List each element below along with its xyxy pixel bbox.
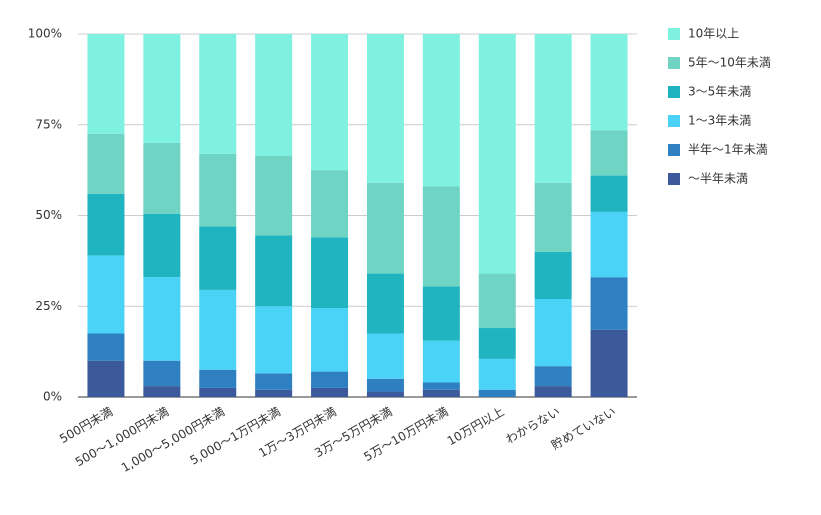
bar-segment xyxy=(422,34,460,187)
legend-swatch xyxy=(668,144,680,156)
bar-segment xyxy=(590,175,628,212)
bar-segment xyxy=(534,386,572,397)
bar-segment xyxy=(366,34,404,183)
bar-segment xyxy=(199,289,237,370)
bar-segment xyxy=(199,387,237,397)
bar-segment xyxy=(366,391,404,397)
x-tick-label: 10万円以上 xyxy=(445,405,507,449)
x-tick-label: 500～1,000円未満 xyxy=(73,405,171,470)
bar-segment xyxy=(590,277,628,330)
legend-swatch xyxy=(668,173,680,185)
bar-segment xyxy=(143,277,181,361)
y-tick-label: 50% xyxy=(35,208,62,222)
bar-segment xyxy=(590,34,628,131)
bar-segment xyxy=(534,34,572,183)
bar-segment xyxy=(255,235,293,307)
bar-segment xyxy=(534,182,572,252)
bar-segment xyxy=(422,340,460,383)
bar-segment xyxy=(422,389,460,397)
bar-segment xyxy=(199,226,237,290)
bar-segment xyxy=(366,378,404,392)
legend-label: 5年～10年未満 xyxy=(688,56,771,70)
bar-segment xyxy=(311,371,349,388)
bar-segment xyxy=(87,193,125,256)
bar-segment xyxy=(255,34,293,156)
legend-label: ～半年未満 xyxy=(688,172,748,186)
bar-segment xyxy=(590,130,628,176)
bar-segment xyxy=(311,34,349,171)
bar-segment xyxy=(199,153,237,227)
bar-segment xyxy=(478,34,516,274)
bar-segment xyxy=(366,333,404,379)
bar-segment xyxy=(478,389,516,397)
bar-segment xyxy=(255,306,293,374)
y-tick-label: 25% xyxy=(35,299,62,313)
bar-segment xyxy=(534,298,572,367)
bar-segment xyxy=(311,237,349,309)
bar-segment xyxy=(199,369,237,388)
legend-swatch xyxy=(668,28,680,40)
y-tick-label: 0% xyxy=(43,390,62,404)
bar-segment xyxy=(422,382,460,390)
legend-swatch xyxy=(668,57,680,69)
bar-segment xyxy=(87,255,125,334)
bar-segment xyxy=(87,34,125,134)
bar-segment xyxy=(366,182,404,274)
bar-segment xyxy=(255,389,293,397)
bar-segment xyxy=(143,34,181,143)
legend-label: 3～5年未満 xyxy=(688,85,751,99)
legend-label: 10年以上 xyxy=(688,27,739,41)
bar-segment xyxy=(87,133,125,194)
bar-segment xyxy=(478,328,516,359)
bar-segment xyxy=(143,213,181,278)
bar-segment xyxy=(311,387,349,397)
legend-label: 半年～1年未満 xyxy=(688,143,768,157)
y-tick-label: 100% xyxy=(28,27,62,41)
legend-label: 1～3年未満 xyxy=(688,114,751,128)
bar-segment xyxy=(478,273,516,329)
bar-segment xyxy=(311,308,349,372)
bar-segment xyxy=(143,142,181,214)
bar-segment xyxy=(143,386,181,397)
bar-segment xyxy=(87,360,125,397)
bar-segment xyxy=(311,170,349,238)
bar-segment xyxy=(534,251,572,299)
bar-segment xyxy=(366,273,404,334)
bar-segment xyxy=(590,329,628,397)
x-tick-label: 1,000～5,000円未満 xyxy=(119,405,227,475)
bar-segment xyxy=(255,155,293,236)
bar-segment xyxy=(143,360,181,387)
bar-segment xyxy=(590,211,628,278)
bar-segment xyxy=(422,286,460,341)
bar-segment xyxy=(199,34,237,154)
bar-segment xyxy=(478,358,516,390)
bar-segment xyxy=(422,186,460,287)
legend-swatch xyxy=(668,115,680,127)
legend-swatch xyxy=(668,86,680,98)
bar-segment xyxy=(255,373,293,390)
bar-segment xyxy=(534,366,572,387)
y-tick-label: 75% xyxy=(35,117,62,131)
bar-segment xyxy=(87,333,125,361)
